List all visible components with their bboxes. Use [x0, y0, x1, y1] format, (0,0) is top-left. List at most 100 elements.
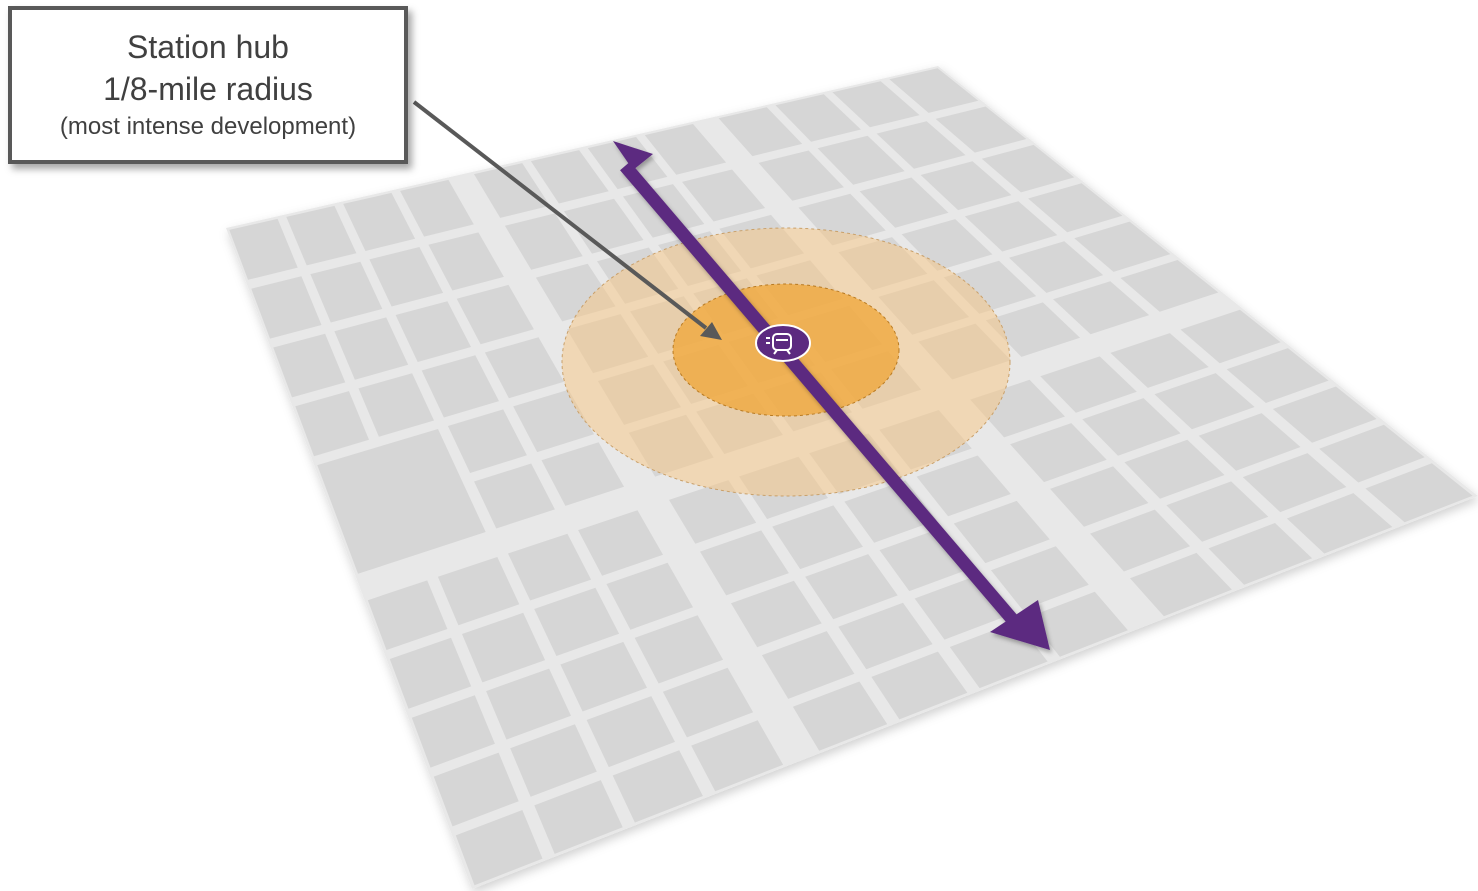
callout-leader	[412, 100, 722, 340]
city-block	[662, 667, 754, 738]
city-block	[1028, 591, 1128, 657]
city-block	[286, 205, 357, 266]
station-marker	[755, 324, 811, 362]
city-block	[901, 219, 993, 271]
city-block	[731, 580, 822, 648]
callout-note: (most intense development)	[59, 113, 357, 140]
city-block	[964, 201, 1058, 252]
city-block	[411, 695, 495, 768]
city-block	[606, 562, 693, 630]
city-block	[792, 681, 888, 751]
city-block	[805, 554, 898, 620]
city-block	[1028, 183, 1123, 233]
city-block	[832, 81, 920, 128]
city-block	[369, 247, 444, 307]
city-block	[334, 317, 409, 380]
city-block	[644, 124, 727, 175]
callout-title: Station hub	[127, 29, 289, 65]
city-block	[691, 720, 784, 792]
city-block	[876, 121, 966, 169]
city-block	[889, 68, 979, 113]
city-block	[1082, 398, 1181, 456]
city-block	[229, 218, 298, 280]
city-block	[981, 144, 1075, 193]
city-block	[871, 651, 968, 720]
city-block	[953, 500, 1050, 564]
city-block	[1130, 552, 1232, 617]
city-block	[1208, 523, 1313, 585]
city-block	[504, 213, 583, 270]
city-block	[508, 533, 592, 601]
city-block	[484, 337, 564, 399]
city-block	[317, 429, 486, 574]
city-block	[1110, 333, 1209, 388]
city-block	[1180, 309, 1281, 364]
city-block	[1010, 423, 1107, 483]
city-block	[1365, 463, 1473, 523]
city-block	[343, 192, 416, 251]
city-block	[400, 179, 474, 237]
city-block	[775, 94, 861, 142]
city-block	[455, 810, 543, 886]
city-block	[1040, 356, 1137, 413]
city-block	[534, 780, 623, 854]
city-block	[1198, 413, 1301, 471]
city-block	[447, 409, 527, 473]
city-block	[1242, 453, 1347, 513]
city-block	[564, 198, 644, 254]
city-block	[486, 668, 571, 740]
city-block	[1090, 509, 1191, 572]
city-block	[700, 530, 789, 596]
city-block	[395, 301, 471, 362]
city-block	[1124, 439, 1225, 499]
city-block	[586, 696, 675, 768]
city-block	[859, 177, 949, 228]
city-block	[587, 137, 668, 190]
arrow-head-north-icon	[613, 141, 653, 170]
city-block	[1286, 493, 1393, 554]
city-block	[437, 557, 520, 626]
callout-radius: 1/8-mile radius	[103, 71, 313, 107]
city-block	[772, 505, 863, 570]
train-icon	[766, 333, 792, 355]
city-block	[251, 276, 322, 339]
city-block	[560, 641, 647, 712]
city-block	[474, 163, 550, 218]
city-block	[634, 615, 724, 684]
city-block	[798, 193, 886, 246]
city-block	[389, 637, 472, 709]
city-block	[1009, 241, 1104, 293]
city-block	[462, 612, 546, 683]
city-block	[1074, 221, 1171, 272]
city-block	[367, 580, 448, 650]
city-block	[985, 302, 1080, 357]
city-block	[1166, 481, 1269, 542]
city-block	[428, 232, 504, 291]
city-block	[612, 750, 703, 823]
city-block	[758, 150, 844, 201]
city-block	[935, 106, 1027, 153]
city-block	[920, 161, 1012, 211]
city-block	[510, 724, 597, 797]
transit-line	[613, 141, 1050, 650]
city-block	[310, 261, 383, 323]
city-block	[669, 480, 757, 544]
city-block	[421, 355, 499, 418]
city-block	[433, 752, 519, 827]
city-block	[513, 389, 594, 453]
city-block	[1319, 424, 1425, 483]
city-block	[530, 150, 609, 204]
city-block	[682, 169, 766, 222]
city-block	[1120, 260, 1219, 312]
arrow-head-south-icon	[990, 600, 1050, 650]
city-block	[838, 602, 933, 670]
city-block	[1053, 281, 1150, 335]
city-block	[295, 391, 369, 457]
city-block	[761, 631, 855, 699]
city-block	[474, 463, 555, 529]
city-block	[534, 587, 620, 656]
city-block	[718, 107, 803, 157]
city-block	[456, 284, 534, 345]
city-block	[1226, 348, 1329, 403]
